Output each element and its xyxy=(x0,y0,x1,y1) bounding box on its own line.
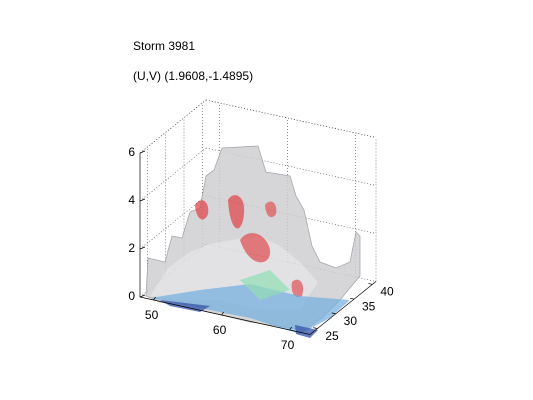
y-tick-label: 40 xyxy=(380,285,394,299)
surface-hot xyxy=(265,201,277,218)
tick-mark xyxy=(368,283,373,285)
tick-mark xyxy=(349,297,355,300)
z-tick-label: 2 xyxy=(128,241,135,255)
tick-mark xyxy=(313,327,318,329)
x-tick-label: 70 xyxy=(281,338,295,352)
grid-line xyxy=(205,147,377,186)
z-tick-label: 0 xyxy=(128,289,135,303)
tick-mark xyxy=(331,312,336,315)
grid-line xyxy=(139,195,207,250)
x-axis xyxy=(139,296,311,335)
grid-line xyxy=(139,147,207,202)
surface-hot xyxy=(228,195,245,229)
surface xyxy=(145,145,361,338)
tick-mark xyxy=(139,246,146,250)
surface-low xyxy=(150,284,350,334)
x-tick-label: 60 xyxy=(213,323,227,337)
tick-mark xyxy=(139,198,146,202)
box-edge xyxy=(205,99,377,138)
surface-low xyxy=(160,300,210,312)
box-edge xyxy=(139,99,207,154)
surface-low xyxy=(295,325,318,338)
y-tick-label: 25 xyxy=(325,329,339,343)
y-axis xyxy=(309,281,377,335)
surface-hot xyxy=(240,233,271,263)
chart-subtitle: (U,V) (1.9608,-1.4895) xyxy=(133,69,253,83)
x-tick-label: 50 xyxy=(145,308,159,322)
chart-title: Storm 3981 xyxy=(133,39,195,53)
tick-mark xyxy=(153,296,156,301)
y-tick-label: 30 xyxy=(344,314,358,328)
surface-hot xyxy=(195,200,209,220)
tick-mark xyxy=(221,311,224,316)
z-tick-label: 4 xyxy=(128,193,135,207)
tick-mark xyxy=(289,326,292,331)
y-tick-label: 35 xyxy=(362,299,376,313)
surface-mid xyxy=(240,270,290,300)
tick-mark xyxy=(139,150,146,154)
tick-mark xyxy=(139,294,146,298)
z-tick-label: 6 xyxy=(128,145,135,159)
surface-hot xyxy=(291,279,304,298)
